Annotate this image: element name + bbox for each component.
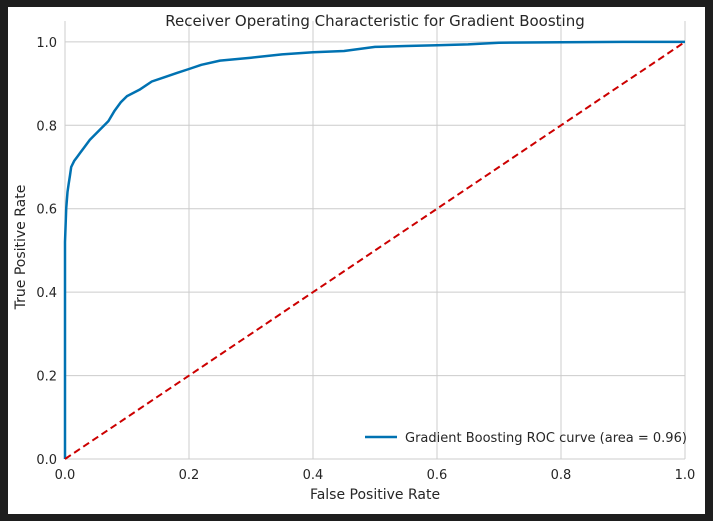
y-tick-label: 0.8 — [36, 119, 57, 134]
y-tick-label: 1.0 — [36, 36, 57, 51]
y-tick-label: 0.2 — [36, 370, 57, 385]
y-tick-label: 0.6 — [36, 203, 57, 218]
series-group — [63, 40, 686, 460]
roc-curve-line — [63, 40, 685, 459]
roc-chart: 0.0 0.2 0.4 0.6 0.8 1.0 0.0 0.2 0.4 0.6 0.8 1.0 Rec… — [13, 12, 695, 503]
x-tick-label: 0.4 — [303, 468, 324, 483]
x-tick-label: 0.6 — [427, 468, 448, 483]
figure: 0.0 0.2 0.4 0.6 0.8 1.0 0.0 0.2 0.4 0.6 0.8 1.0 Rec… — [8, 7, 705, 514]
x-tick-label: 0.2 — [179, 468, 200, 483]
x-axis-label: False Positive Rate — [310, 487, 440, 503]
y-tick-label: 0.0 — [36, 453, 57, 468]
legend-label: Gradient Boosting ROC curve (area = 0.96… — [405, 431, 687, 446]
chart-title: Receiver Operating Characteristic for Gr… — [165, 12, 585, 30]
y-tick-label: 0.4 — [36, 286, 57, 301]
y-axis-label: True Positive Rate — [13, 185, 29, 311]
plot-background — [65, 21, 685, 459]
x-tick-label: 1.0 — [675, 468, 696, 483]
chance-diagonal-line — [64, 41, 686, 460]
tick-labels: 0.0 0.2 0.4 0.6 0.8 1.0 0.0 0.2 0.4 0.6 0.8 1.0 — [36, 36, 695, 483]
grid — [64, 21, 686, 460]
x-tick-label: 0.0 — [55, 468, 76, 483]
legend: Gradient Boosting ROC curve (area = 0.96… — [365, 431, 687, 446]
x-tick-label: 0.8 — [551, 468, 572, 483]
